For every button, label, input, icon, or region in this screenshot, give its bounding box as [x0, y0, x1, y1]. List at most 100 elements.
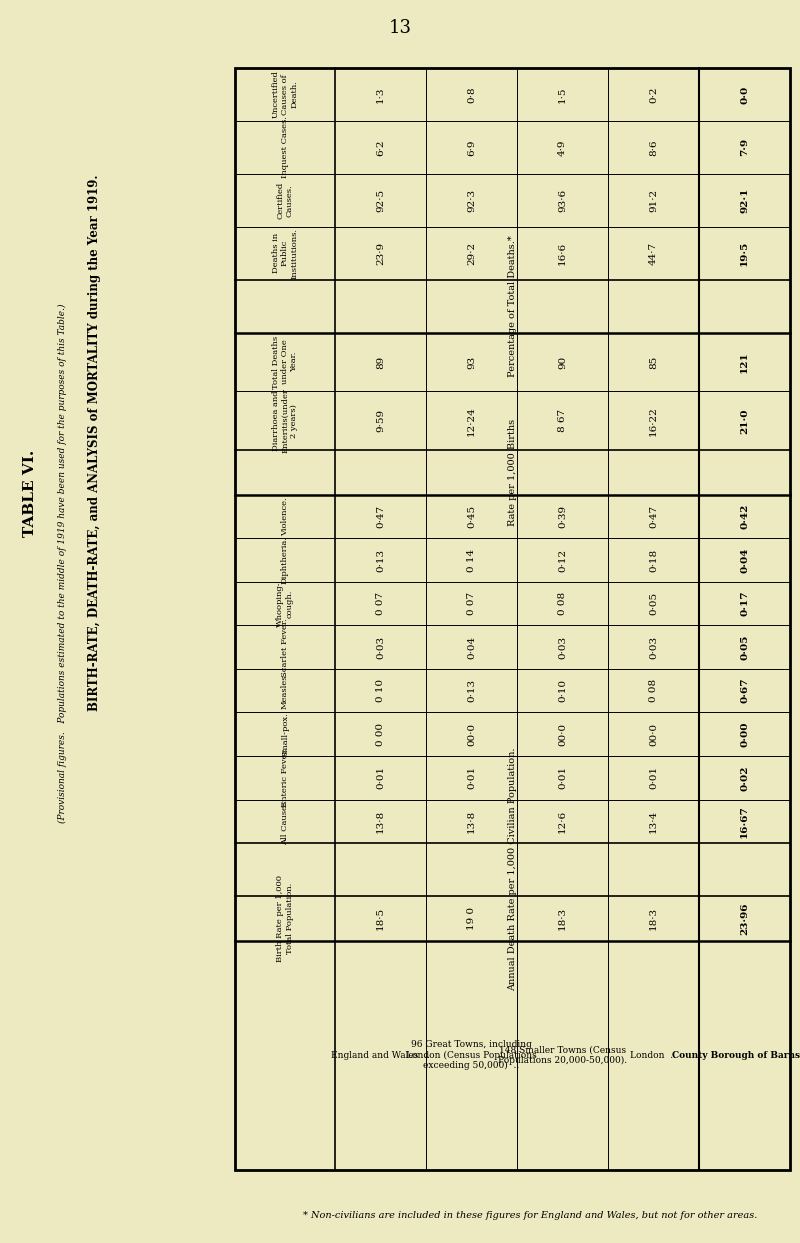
- Text: 93·6: 93·6: [558, 189, 567, 211]
- Text: 0·47: 0·47: [649, 505, 658, 528]
- Text: 85: 85: [649, 355, 658, 369]
- Text: Inquest Cases.: Inquest Cases.: [281, 117, 289, 178]
- Text: Whooping-
cough.: Whooping- cough.: [277, 580, 294, 626]
- Text: Scarlet Fever.: Scarlet Fever.: [281, 618, 289, 676]
- Text: 9·59: 9·59: [376, 409, 385, 433]
- Text: 93: 93: [467, 355, 476, 369]
- Text: 0·39: 0·39: [558, 505, 567, 528]
- Text: 0 08: 0 08: [558, 592, 567, 615]
- Text: 12·6: 12·6: [558, 809, 567, 833]
- Text: 23·9: 23·9: [376, 241, 385, 265]
- Text: 0·2: 0·2: [649, 86, 658, 103]
- Text: (Provisional figures.   Populations estimated to the middle of 1919 have been us: (Provisional figures. Populations estima…: [58, 303, 66, 823]
- Text: 0 08: 0 08: [649, 679, 658, 702]
- Text: 29·2: 29·2: [467, 241, 476, 265]
- Text: 0·01: 0·01: [467, 766, 476, 789]
- Text: Total Deaths
under One
Year.: Total Deaths under One Year.: [272, 336, 298, 389]
- Text: 0·02: 0·02: [740, 764, 749, 791]
- Text: County Borough of Barnsley.: County Borough of Barnsley.: [672, 1050, 800, 1060]
- Text: 0·05: 0·05: [649, 592, 658, 615]
- Bar: [235, 68, 790, 1170]
- Text: Uncertified
Causes of
Death.: Uncertified Causes of Death.: [272, 71, 298, 118]
- Text: Violence.: Violence.: [281, 497, 289, 536]
- Text: 0·05: 0·05: [740, 634, 749, 660]
- Text: All Causes.: All Causes.: [281, 798, 289, 845]
- Text: 0 07: 0 07: [376, 592, 385, 615]
- Text: Deaths in
Public
Institutions.: Deaths in Public Institutions.: [272, 227, 298, 278]
- Text: 0·01: 0·01: [558, 766, 567, 789]
- Text: England and Wales  ..: England and Wales ..: [331, 1050, 430, 1060]
- Text: 92·1: 92·1: [740, 188, 749, 213]
- Text: 18·5: 18·5: [376, 906, 385, 930]
- Text: 0·10: 0·10: [558, 679, 567, 702]
- Text: 16·67: 16·67: [740, 805, 749, 838]
- Text: 0·0: 0·0: [740, 86, 749, 103]
- Text: 13: 13: [389, 19, 411, 37]
- Text: Measles.: Measles.: [281, 672, 289, 710]
- Text: 0·45: 0·45: [467, 505, 476, 528]
- Text: 92·5: 92·5: [376, 189, 385, 211]
- Text: Annual Death Rate per 1,000 Civilian Population.: Annual Death Rate per 1,000 Civilian Pop…: [508, 748, 517, 991]
- Text: 0·03: 0·03: [649, 635, 658, 659]
- Text: 6·9: 6·9: [467, 139, 476, 155]
- Text: 44·7: 44·7: [649, 241, 658, 265]
- Text: 13·8: 13·8: [376, 809, 385, 833]
- Text: 1·5: 1·5: [558, 86, 567, 103]
- Text: BIRTH-RATE, DEATH-RATE, and ANALYSIS of MORTALITY during the Year 1919.: BIRTH-RATE, DEATH-RATE, and ANALYSIS of …: [89, 175, 102, 711]
- Text: 0 14: 0 14: [467, 548, 476, 572]
- Text: Small-pox.: Small-pox.: [281, 712, 289, 757]
- Text: 8 67: 8 67: [558, 409, 567, 433]
- Text: 00·0: 00·0: [558, 722, 567, 746]
- Text: 0·17: 0·17: [740, 590, 749, 617]
- Text: * Non-civilians are included in these figures for England and Wales, but not for: * Non-civilians are included in these fi…: [303, 1211, 757, 1219]
- Text: 19 0: 19 0: [467, 906, 476, 930]
- Text: 00·0: 00·0: [649, 722, 658, 746]
- Text: 92·3: 92·3: [467, 189, 476, 211]
- Text: 0·42: 0·42: [740, 503, 749, 530]
- Text: 90: 90: [558, 355, 567, 369]
- Text: 6·2: 6·2: [376, 139, 385, 155]
- Text: 0·01: 0·01: [649, 766, 658, 789]
- Text: 7·9: 7·9: [740, 138, 749, 157]
- Text: 0·03: 0·03: [558, 635, 567, 659]
- Text: 0·13: 0·13: [467, 679, 476, 702]
- Text: Rate per 1,000 Births: Rate per 1,000 Births: [508, 419, 517, 526]
- Text: 0·47: 0·47: [376, 505, 385, 528]
- Text: 0·18: 0·18: [649, 548, 658, 572]
- Text: 0·00: 0·00: [740, 721, 749, 747]
- Text: 0·01: 0·01: [376, 766, 385, 789]
- Text: 19·5: 19·5: [740, 241, 749, 266]
- Text: 18·3: 18·3: [649, 906, 658, 930]
- Text: Birth Rate per 1,000
Total Population.: Birth Rate per 1,000 Total Population.: [277, 875, 294, 962]
- Text: 8·6: 8·6: [649, 139, 658, 155]
- Text: 18·3: 18·3: [558, 906, 567, 930]
- Text: 16·22: 16·22: [649, 406, 658, 436]
- Text: 13·4: 13·4: [649, 809, 658, 833]
- Text: 0 00: 0 00: [376, 722, 385, 746]
- Text: 0·03: 0·03: [376, 635, 385, 659]
- Text: 23·96: 23·96: [740, 902, 749, 935]
- Text: 0 10: 0 10: [376, 679, 385, 702]
- Text: 96 Great Towns, including
London (Census Populations
exceeding 50,000)  ..: 96 Great Towns, including London (Census…: [406, 1040, 537, 1070]
- Text: 0·67: 0·67: [740, 677, 749, 704]
- Text: 4·9: 4·9: [558, 139, 567, 155]
- Text: 1·3: 1·3: [376, 86, 385, 103]
- Text: 0 07: 0 07: [467, 592, 476, 615]
- Text: 148 Smaller Towns (Census
Populations 20,000-50,000).: 148 Smaller Towns (Census Populations 20…: [498, 1045, 627, 1065]
- Text: Diphtheria.: Diphtheria.: [281, 536, 289, 584]
- Text: London  ..: London ..: [630, 1050, 677, 1060]
- Text: 91·2: 91·2: [649, 189, 658, 211]
- Text: Diarrhoea and
Enteritis(under
2 years): Diarrhoea and Enteritis(under 2 years): [272, 388, 298, 454]
- Text: Percentage of Total Deaths.*: Percentage of Total Deaths.*: [508, 235, 517, 377]
- Text: 0·12: 0·12: [558, 548, 567, 572]
- Text: 21·0: 21·0: [740, 408, 749, 434]
- Text: 0·8: 0·8: [467, 86, 476, 103]
- Text: TABLE VI.: TABLE VI.: [23, 450, 37, 537]
- Text: 0·04: 0·04: [740, 547, 749, 573]
- Text: 0·13: 0·13: [376, 548, 385, 572]
- Text: 16·6: 16·6: [558, 241, 567, 265]
- Text: 13·8: 13·8: [467, 809, 476, 833]
- Text: Certified
Causes.: Certified Causes.: [277, 181, 294, 219]
- Text: 00·0: 00·0: [467, 722, 476, 746]
- Text: Enteric Fever.: Enteric Fever.: [281, 748, 289, 808]
